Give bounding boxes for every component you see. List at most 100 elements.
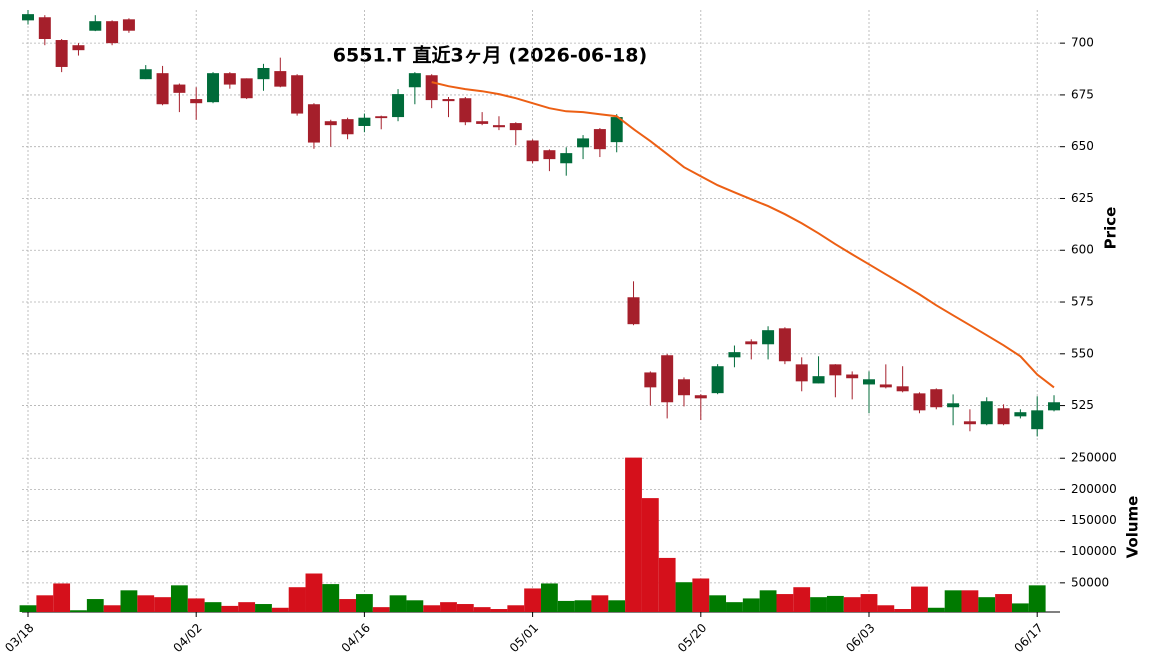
volume-bar	[36, 595, 54, 612]
volume-bar	[389, 595, 407, 612]
candle-body	[812, 376, 825, 384]
candle-body	[896, 386, 909, 392]
candle-body	[728, 352, 741, 358]
volume-bar	[927, 607, 945, 612]
volume-bar	[221, 605, 239, 612]
volume-bar	[322, 584, 340, 612]
candle-body	[980, 401, 993, 425]
candle-body	[173, 84, 186, 93]
candle-body	[1048, 402, 1061, 411]
candle-body	[947, 403, 960, 408]
candle-body	[190, 99, 203, 104]
candle-body	[240, 78, 253, 99]
volume-bar	[810, 597, 827, 612]
candle-body	[156, 73, 169, 105]
volume-bar	[826, 595, 844, 612]
volume-bar	[53, 583, 71, 612]
volume-bar	[103, 605, 121, 612]
candle-body	[89, 21, 102, 31]
y-tick-label: 600	[1071, 243, 1094, 257]
candle-body	[610, 117, 623, 143]
x-tick-label: 06/03	[843, 621, 877, 655]
candle-body	[963, 421, 976, 425]
candle-body	[879, 384, 892, 388]
y2-tick-label: 250000	[1071, 451, 1117, 465]
candle-body	[207, 73, 220, 103]
candle-body	[997, 408, 1010, 425]
candle-body	[139, 69, 152, 80]
volume-bar	[86, 599, 104, 612]
volume-bar	[608, 600, 626, 612]
candle-body	[526, 140, 539, 162]
volume-bar	[726, 602, 743, 612]
volume-bar	[305, 573, 323, 612]
volume-bar	[170, 585, 188, 612]
candle-body	[122, 19, 135, 31]
candle-body	[930, 389, 943, 408]
volume-bar	[995, 594, 1012, 612]
volume-bar	[759, 590, 777, 612]
candle-body	[913, 393, 926, 411]
volume-bar	[120, 590, 138, 612]
volume-bar	[154, 597, 171, 612]
volume-bar	[70, 610, 87, 612]
candle-body	[627, 297, 640, 325]
candle-body	[22, 14, 34, 21]
candle-body	[778, 328, 791, 362]
candle-body	[829, 364, 842, 376]
candle-body	[425, 75, 438, 101]
y-tick-label: 550	[1071, 346, 1094, 360]
candle-body	[223, 73, 236, 85]
volume-bar	[372, 607, 390, 612]
candle-body	[846, 374, 859, 379]
volume-bar	[641, 498, 659, 612]
volume-bar	[456, 604, 474, 612]
moving-average	[431, 81, 1055, 389]
candle-body	[863, 379, 875, 385]
volume-bar	[1011, 603, 1029, 612]
candle-body	[711, 366, 724, 394]
x-tick-label: 06/17	[1011, 621, 1045, 655]
candle-body	[593, 129, 606, 150]
volume-bar	[490, 609, 508, 612]
volume-bar	[19, 605, 37, 612]
candle-body	[459, 98, 472, 123]
candle-body	[492, 125, 505, 128]
candle-body	[661, 355, 674, 403]
volume-bar	[742, 598, 760, 612]
candle-body	[442, 99, 455, 102]
volume-bar	[541, 583, 558, 612]
candle-body	[795, 364, 808, 382]
y-axis-label: Price	[1102, 207, 1120, 250]
y-tick-label: 625	[1071, 191, 1094, 205]
volume-bar	[692, 578, 710, 612]
y-tick-label: 650	[1071, 139, 1094, 153]
y2-tick-label: 200000	[1071, 482, 1117, 496]
volume-bar	[1028, 585, 1046, 612]
volume-bar	[591, 595, 609, 612]
volume-bar	[187, 598, 205, 612]
candle-body	[1031, 410, 1044, 430]
volume-bar	[776, 594, 794, 612]
volume-bar	[557, 600, 575, 612]
y2-tick-label: 100000	[1071, 544, 1117, 558]
candle-body	[291, 75, 304, 114]
candle-body	[677, 379, 690, 396]
x-tick-label: 03/18	[2, 621, 36, 655]
volume-bar	[877, 605, 895, 612]
chart-title: 6551.T 直近3ヶ月 (2026-06-18)	[333, 44, 647, 67]
volume-bar	[524, 588, 542, 612]
y-tick-label: 575	[1071, 295, 1094, 309]
candle-body	[375, 116, 388, 119]
volume-bar	[355, 594, 373, 612]
candle-body	[476, 121, 489, 124]
volume-bar	[271, 607, 289, 612]
volume-bar	[709, 595, 727, 612]
volume-bar	[793, 587, 811, 612]
candle-body	[358, 117, 371, 126]
candle-body	[106, 21, 119, 44]
candle-body	[307, 104, 320, 143]
volume-bar	[961, 590, 979, 612]
volume-bar	[944, 590, 962, 612]
candle-body	[341, 119, 354, 135]
